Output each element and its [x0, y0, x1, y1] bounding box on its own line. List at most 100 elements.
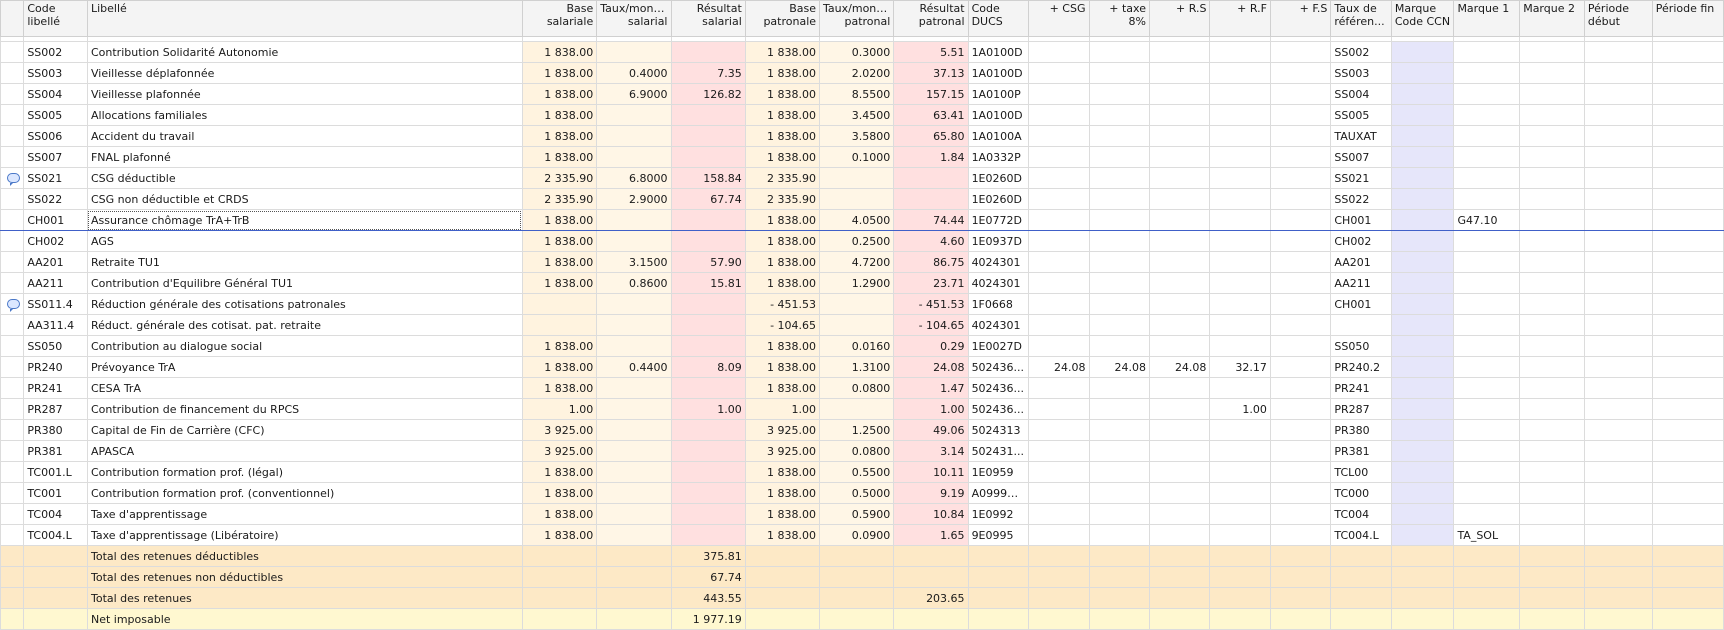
cell-base-pat[interactable]: 1 838.00 [744, 83, 821, 105]
table-row[interactable]: SS022 CSG non déductible et CRDS 2 335.90 2… [0, 188, 1724, 210]
cell-fs[interactable] [1269, 104, 1332, 126]
column-header-res-pat[interactable]: Résultat patronal [893, 0, 969, 37]
cell-taux-ref[interactable]: SS003 [1330, 62, 1392, 84]
cell-ducs[interactable]: 1A0100P [967, 83, 1030, 105]
cell-taux-pat[interactable]: 0.5900 [819, 503, 895, 525]
cell-taux-ref[interactable]: SS004 [1330, 83, 1392, 105]
cell-base-pat[interactable]: 1 838.00 [744, 125, 821, 147]
cell-base-pat[interactable]: 1 838.00 [744, 272, 821, 294]
cell-marque-ccn[interactable] [1390, 272, 1455, 294]
cell-csg[interactable] [1028, 230, 1090, 252]
cell-marque-ccn[interactable] [1390, 209, 1455, 231]
cell-res-sal[interactable]: 57.90 [670, 251, 746, 273]
cell-res-pat[interactable]: 1.65 [893, 524, 969, 546]
cell-rf[interactable] [1209, 440, 1271, 462]
cell-base-pat[interactable]: 2 335.90 [744, 188, 821, 210]
cell-taux-sal[interactable]: 2.9000 [596, 188, 672, 210]
table-row[interactable]: CH001 Assurance chômage TrA+TrB 1 838.00 1 … [0, 209, 1724, 231]
cell-code[interactable]: AA311.4 [23, 314, 88, 336]
cell-marque-ccn[interactable] [1390, 167, 1455, 189]
table-row[interactable]: AA211 Contribution d'Equilibre Général TU… [0, 272, 1724, 294]
cell-fs[interactable] [1269, 293, 1332, 315]
cell-periode-fin[interactable] [1651, 314, 1724, 336]
cell-marque2[interactable] [1519, 125, 1585, 147]
cell-base-pat[interactable]: 1 838.00 [744, 482, 821, 504]
comment-icon[interactable] [7, 173, 20, 186]
cell-marque-ccn[interactable] [1390, 146, 1455, 168]
cell-periode-fin[interactable] [1651, 335, 1724, 357]
cell-periode-debut[interactable] [1583, 230, 1653, 252]
cell-taux-pat[interactable]: 1.2900 [819, 272, 895, 294]
cell-marque-ccn[interactable] [1390, 125, 1455, 147]
cell-base-sal[interactable]: 2 335.90 [521, 167, 598, 189]
table-row[interactable]: SS050 Contribution au dialogue social 1 83… [0, 335, 1724, 357]
cell-taux-pat[interactable]: 0.5500 [819, 461, 895, 483]
cell-marque1[interactable] [1453, 104, 1521, 126]
cell-marque1[interactable] [1453, 335, 1521, 357]
cell-code[interactable]: PR381 [23, 440, 88, 462]
cell-taxe8[interactable] [1088, 503, 1150, 525]
column-header-ducs[interactable]: Code DUCS [967, 0, 1030, 37]
cell-ducs[interactable]: 1A0100D [967, 104, 1030, 126]
cell-base-pat[interactable]: 1 838.00 [744, 356, 821, 378]
cell-taux-ref[interactable]: PR241 [1330, 377, 1392, 399]
cell-periode-fin[interactable] [1651, 524, 1724, 546]
cell-rs[interactable] [1148, 272, 1211, 294]
cell-csg[interactable] [1028, 503, 1090, 525]
cell-base-sal[interactable] [521, 293, 598, 315]
cell-ducs[interactable]: 4024301 [967, 272, 1030, 294]
cell-code[interactable]: SS021 [23, 167, 88, 189]
cell-taux-sal[interactable] [596, 125, 672, 147]
cell-taux-pat[interactable]: 1.3100 [819, 356, 895, 378]
cell-res-sal[interactable]: 126.82 [670, 83, 746, 105]
cell-periode-debut[interactable] [1583, 125, 1653, 147]
cell-ducs[interactable]: 1E0992 [967, 503, 1030, 525]
cell-rf[interactable] [1209, 230, 1271, 252]
cell-rs[interactable] [1148, 503, 1211, 525]
cell-base-sal[interactable]: 1 838.00 [521, 461, 598, 483]
cell-taxe8[interactable] [1088, 335, 1150, 357]
cell-res-sal[interactable]: 67.74 [670, 188, 746, 210]
cell-periode-debut[interactable] [1583, 482, 1653, 504]
cell-rf[interactable] [1209, 272, 1271, 294]
cell-taux-ref[interactable]: TC000 [1330, 482, 1392, 504]
cell-rs[interactable] [1148, 440, 1211, 462]
cell-taux-pat[interactable]: 0.2500 [819, 230, 895, 252]
cell-marque1[interactable] [1453, 503, 1521, 525]
cell-taux-pat[interactable]: 0.0800 [819, 377, 895, 399]
cell-rs[interactable] [1148, 335, 1211, 357]
cell-taux-pat[interactable]: 3.4500 [819, 104, 895, 126]
cell-res-pat[interactable]: - 451.53 [893, 293, 969, 315]
cell-periode-debut[interactable] [1583, 398, 1653, 420]
cell-rf[interactable] [1209, 293, 1271, 315]
cell-taux-sal[interactable]: 0.8600 [596, 272, 672, 294]
cell-taxe8[interactable] [1088, 104, 1150, 126]
cell-taux-sal[interactable] [596, 41, 672, 63]
cell-code[interactable]: SS003 [23, 62, 88, 84]
cell-taux-sal[interactable] [596, 209, 672, 231]
cell-csg[interactable]: 24.08 [1028, 356, 1090, 378]
cell-rs[interactable] [1148, 251, 1211, 273]
cell-fs[interactable] [1269, 398, 1332, 420]
cell-res-sal[interactable] [670, 41, 746, 63]
cell-marque2[interactable] [1519, 398, 1585, 420]
cell-marque1[interactable] [1453, 419, 1521, 441]
cell-taux-sal[interactable] [596, 398, 672, 420]
cell-res-sal[interactable] [670, 125, 746, 147]
cell-taux-ref[interactable]: TCL00 [1330, 461, 1392, 483]
cell-base-sal[interactable]: 3 925.00 [521, 440, 598, 462]
cell-rf[interactable] [1209, 188, 1271, 210]
cell-rs[interactable] [1148, 125, 1211, 147]
cell-rf[interactable] [1209, 503, 1271, 525]
cell-taxe8[interactable] [1088, 167, 1150, 189]
cell-taux-sal[interactable] [596, 482, 672, 504]
cell-periode-debut[interactable] [1583, 461, 1653, 483]
cell-taxe8[interactable] [1088, 272, 1150, 294]
cell-csg[interactable] [1028, 335, 1090, 357]
cell-rf[interactable]: 32.17 [1209, 356, 1271, 378]
cell-libelle[interactable]: APASCA [86, 440, 523, 462]
cell-taxe8[interactable] [1088, 482, 1150, 504]
cell-rs[interactable] [1148, 41, 1211, 63]
cell-ducs[interactable]: 1E0260D [967, 188, 1030, 210]
cell-res-pat[interactable]: 157.15 [893, 83, 969, 105]
